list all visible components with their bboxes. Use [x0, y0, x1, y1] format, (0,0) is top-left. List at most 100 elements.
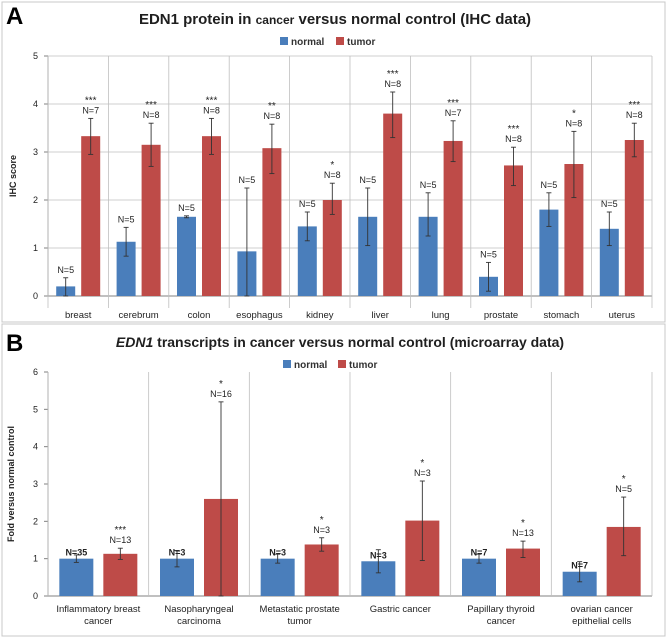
chart-a-bar-normal	[297, 226, 317, 296]
chart-a-y-tick-label: 4	[33, 99, 38, 109]
chart-a-n-label: N=5	[480, 249, 497, 259]
chart-a-n-label: N=5	[541, 180, 558, 190]
chart-a-n-label: N=7	[82, 105, 99, 115]
chart-a-category-label: kidney	[306, 310, 334, 321]
chart-b-n-label: N=13	[512, 528, 534, 538]
chart-b-significance-label: *	[622, 474, 626, 485]
chart-a-bar-tumor	[624, 140, 644, 296]
chart-a-category-label: stomach	[543, 310, 579, 321]
chart-b-bar-tumor	[304, 544, 339, 596]
chart-b-significance-label: ***	[114, 525, 126, 536]
legend-b-tumor-label: tumor	[349, 360, 377, 371]
chart-b-bar-normal	[59, 558, 94, 596]
chart-b-category-label: ovarian cancer	[571, 604, 633, 615]
chart-b-n-label: N=16	[210, 389, 232, 399]
legend-a-tumor-swatch	[336, 37, 344, 45]
chart-b-bar-normal	[260, 558, 295, 596]
panel-a-title: EDN1 protein in cancer versus normal con…	[139, 11, 531, 28]
chart-a-bar-tumor	[383, 113, 403, 296]
panel-b-title-rest: transcripts in cancer versus normal cont…	[153, 334, 564, 350]
chart-b-y-tick-label: 1	[33, 554, 38, 564]
chart-b-bar-normal	[462, 558, 496, 596]
chart-b-category-label: Papillary thyroid	[467, 604, 535, 615]
chart-a-category-label: esophagus	[236, 310, 283, 321]
chart-b-y-tick-label: 4	[33, 442, 38, 452]
chart-b-category-label: cancer	[84, 616, 113, 627]
chart-b-n-label: N=5	[615, 484, 632, 494]
chart-b-y-tick-label: 5	[33, 404, 38, 414]
chart-b-significance-label: *	[219, 379, 223, 390]
chart-a-n-label: N=5	[359, 175, 376, 185]
panel-b-legend: normal tumor	[283, 360, 377, 371]
chart-a-bar-normal	[358, 216, 378, 296]
chart-a-y-tick-label: 5	[33, 51, 38, 61]
chart-a-n-label: N=5	[299, 199, 316, 209]
panel-b-title: EDN1 transcripts in cancer versus normal…	[116, 334, 564, 350]
chart-a-significance-label: ***	[387, 69, 399, 80]
chart-a-n-label: N=5	[118, 214, 135, 224]
chart-b-n-label: N=13	[109, 535, 131, 545]
chart-a-y-tick-label: 2	[33, 195, 38, 205]
chart-b-n-label: N=3	[169, 548, 186, 558]
chart-b-n-label: N=3	[313, 525, 330, 535]
chart-b-n-label: N=7	[571, 561, 588, 571]
chart-a-bar-tumor	[504, 165, 523, 296]
chart-a-bar-tumor	[262, 148, 282, 296]
panel-b-letter: B	[6, 330, 23, 357]
panel-a-legend: normal tumor	[280, 37, 375, 48]
chart-b-category-label: Metastatic prostate	[260, 604, 340, 615]
chart-a-n-label: N=8	[143, 110, 160, 120]
chart-b-y-tick-label: 3	[33, 479, 38, 489]
chart-a-bar-tumor	[81, 136, 101, 296]
chart-a-n-label: N=8	[566, 118, 583, 128]
chart-b-category-label: tumor	[288, 616, 312, 627]
legend-a-tumor-label: tumor	[347, 37, 375, 48]
chart-a-significance-label: *	[330, 160, 334, 171]
chart-b-n-label: N=35	[65, 548, 87, 558]
chart-b-y-tick-label: 2	[33, 516, 38, 526]
chart-a-bar-normal	[116, 241, 136, 296]
chart-a-n-label: N=8	[626, 110, 643, 120]
panel-a-title-part3: versus normal control (IHC data)	[294, 11, 531, 28]
chart-a-category-label: prostate	[484, 310, 518, 321]
chart-a-n-label: N=5	[420, 180, 437, 190]
chart-a-y-tick-label: 0	[33, 291, 38, 301]
chart-b-category-label: epithelial cells	[572, 616, 631, 627]
chart-b-category-label: cancer	[487, 616, 516, 627]
chart-a-n-label: N=5	[178, 203, 195, 213]
chart-b-category-label: Nasopharyngeal	[164, 604, 233, 615]
chart-a-significance-label: **	[268, 101, 276, 112]
chart-b-category-label: carcinoma	[177, 616, 222, 627]
chart-a-n-label: N=7	[445, 108, 462, 118]
chart-a-n-label: N=5	[601, 199, 618, 209]
panel-a-title-part1: EDN1 protein in	[139, 11, 256, 28]
legend-b-normal-label: normal	[294, 360, 328, 371]
chart-a-bar-tumor	[443, 140, 463, 296]
chart-b-y-axis-label: Fold versus normal control	[6, 426, 16, 542]
chart-a-n-label: N=5	[57, 265, 74, 275]
chart-a-bar-tumor	[564, 164, 584, 296]
chart-a-significance-label: ***	[145, 100, 157, 111]
chart-a-bar-tumor	[141, 144, 161, 296]
chart-a-significance-label: ***	[206, 95, 218, 106]
chart-b-category-label: Inflammatory breast	[56, 604, 140, 615]
legend-a-normal-swatch	[280, 37, 288, 45]
chart-a-n-label: N=5	[239, 175, 256, 185]
chart-a-significance-label: ***	[508, 124, 520, 135]
panel-b-plot: 0 1 2 3 4 5 6 Fold versus normal control N=35 N=1…	[6, 367, 653, 627]
panel-b-frame	[1, 323, 666, 637]
legend-a-normal-label: normal	[291, 37, 325, 48]
chart-b-bar-tumor	[103, 553, 138, 596]
chart-a-bar-normal	[418, 216, 438, 296]
chart-a-significance-label: ***	[447, 98, 459, 109]
chart-a-n-label: N=8	[384, 79, 401, 89]
chart-b-y-tick-label: 0	[33, 591, 38, 601]
chart-a-category-label: breast	[65, 310, 92, 321]
chart-b-significance-label: *	[420, 458, 424, 469]
chart-a-y-axis-label: IHC score	[8, 155, 18, 197]
chart-a-n-label: N=8	[264, 111, 281, 121]
chart-a-y-tick-label: 3	[33, 147, 38, 157]
chart-a-category-label: cerebrum	[119, 310, 159, 321]
chart-a-significance-label: ***	[85, 95, 97, 106]
